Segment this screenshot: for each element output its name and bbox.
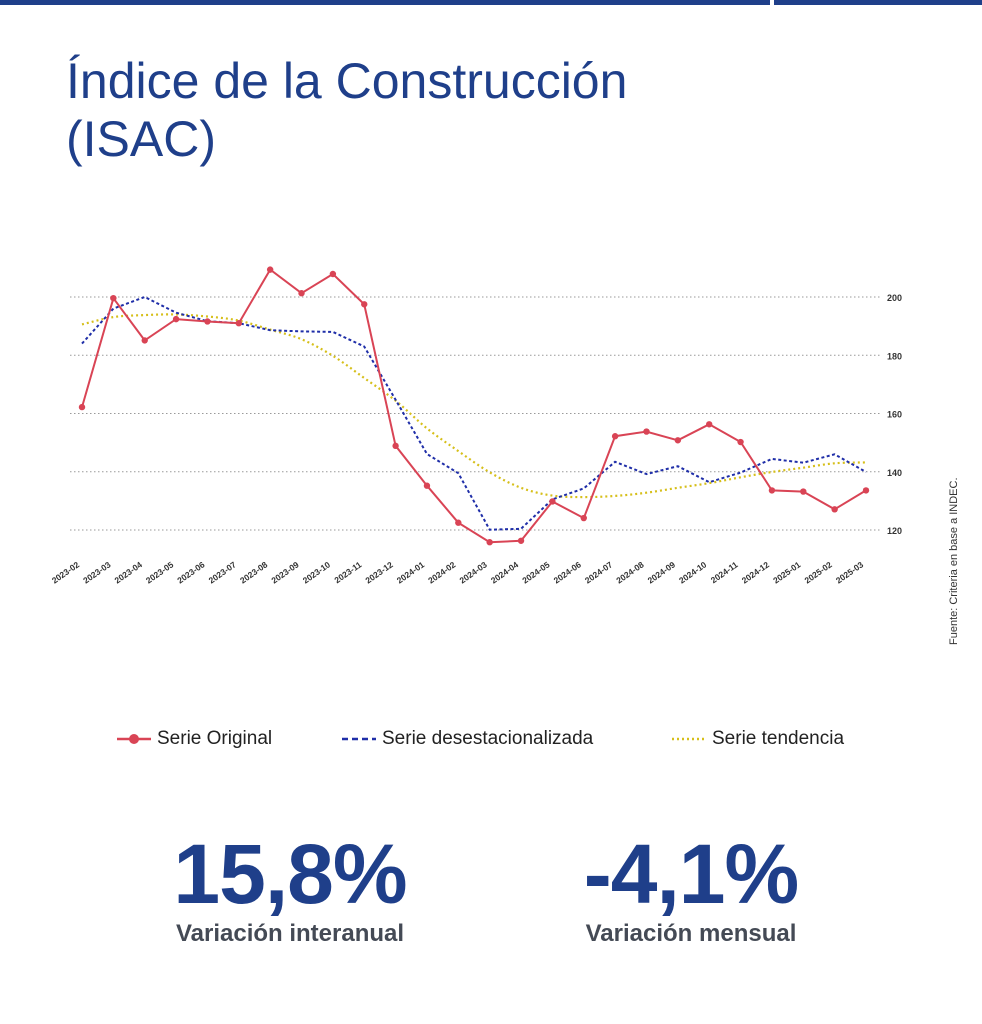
x-tick-label: 2025-01 (771, 559, 803, 585)
x-tick-label: 2024-03 (458, 559, 490, 585)
x-tick-label: 2024-08 (614, 559, 646, 585)
page-title-line2: (ISAC) (66, 111, 216, 167)
data-point-serie-original (361, 301, 368, 308)
data-point-serie-original (172, 315, 180, 323)
x-tick-label: 2024-05 (520, 559, 552, 585)
x-tick-label: 2023-07 (207, 559, 239, 585)
legend-item-serie-original: Serie Original (117, 728, 272, 750)
x-tick-label: 2024-04 (489, 559, 521, 585)
kpi-label: Variación interanual (175, 920, 405, 947)
x-tick-label: 2024-10 (677, 559, 709, 585)
data-point-serie-original (800, 488, 807, 495)
data-point-serie-original (235, 320, 242, 327)
data-point-serie-original (204, 318, 211, 325)
data-point-serie-original (831, 506, 838, 513)
x-tick-label: 2024-06 (552, 559, 584, 585)
x-tick-label: 2023-03 (81, 559, 113, 585)
kpi-value: 15,8% (173, 827, 407, 921)
data-point-serie-original (486, 539, 493, 546)
legend-dotted-line-icon (672, 737, 706, 741)
x-tick-label: 2023-11 (332, 559, 363, 585)
x-tick-label: 2023-05 (144, 559, 176, 585)
top-accent-bar (0, 0, 982, 5)
data-point-serie-original (329, 270, 337, 278)
kpi-variacion-interanual: 15,8% Variación interanual (140, 828, 440, 948)
x-tick-label: 2023-06 (175, 559, 207, 585)
x-tick-label: 2024-02 (426, 559, 458, 585)
y-tick-label: 160 (887, 410, 902, 420)
legend-dashed-line-icon (342, 737, 376, 741)
chart-legend: Serie Original Serie desestacionalizada … (0, 728, 982, 758)
source-note: Fuente: Criteria en base a INDEC. (948, 477, 960, 645)
x-tick-label: 2023-09 (269, 559, 301, 585)
data-point-serie-original (423, 482, 431, 489)
data-point-serie-original (706, 421, 713, 428)
x-tick-label: 2024-11 (709, 559, 740, 585)
x-tick-label: 2024-01 (395, 559, 427, 585)
data-point-serie-original (674, 437, 682, 444)
y-tick-label: 200 (887, 293, 902, 303)
x-tick-label: 2023-12 (363, 559, 395, 585)
legend-item-serie-desestacionalizada: Serie desestacionalizada (342, 728, 593, 750)
data-point-serie-original (78, 403, 86, 411)
legend-label-serie-original: Serie Original (157, 728, 273, 749)
data-point-serie-original (110, 294, 117, 302)
x-tick-label: 2024-09 (646, 559, 678, 585)
x-tick-label: 2024-12 (740, 559, 772, 585)
kpi-value: -4,1% (583, 827, 799, 921)
page-title: Índice de la Construcción (ISAC) (66, 52, 826, 168)
data-point-serie-original (141, 337, 148, 344)
data-point-serie-original (862, 487, 870, 494)
x-tick-label: 2024-07 (583, 559, 615, 585)
series-line-serie-desestacionalizada (81, 295, 867, 531)
data-point-serie-original (549, 498, 556, 505)
legend-line-dot-icon (117, 734, 151, 744)
data-point-serie-original (392, 442, 399, 450)
y-tick-label: 180 (887, 351, 902, 361)
data-point-serie-original (455, 519, 462, 526)
kpi-variacion-mensual: -4,1% Variación mensual (541, 828, 841, 948)
data-point-serie-original (768, 487, 776, 494)
x-tick-label: 2025-03 (834, 559, 866, 585)
data-point-serie-original (517, 537, 525, 544)
data-point-serie-original (643, 428, 650, 435)
x-tick-label: 2023-04 (113, 559, 145, 585)
legend-item-serie-tendencia: Serie tendencia (672, 728, 844, 750)
page-title-line1: Índice de la Construcción (66, 53, 628, 109)
y-tick-label: 120 (887, 526, 902, 536)
series-line-serie-tendencia (81, 313, 867, 499)
y-tick-label: 140 (887, 468, 902, 478)
data-point-serie-original (580, 514, 587, 522)
data-point-serie-original (611, 433, 619, 440)
data-point-serie-original (298, 290, 305, 297)
x-tick-label: 2023-10 (301, 559, 333, 585)
kpi-label: Variación mensual (585, 920, 797, 947)
legend-label-serie-desestacionalizada: Serie desestacionalizada (382, 728, 594, 749)
x-tick-label: 2023-02 (50, 559, 82, 585)
data-point-serie-original (266, 266, 274, 273)
legend-label-serie-tendencia: Serie tendencia (712, 728, 845, 749)
x-tick-label: 2023-08 (238, 559, 270, 585)
data-point-serie-original (737, 438, 744, 446)
series-line-serie-original (81, 268, 867, 544)
x-tick-label: 2025-02 (802, 559, 834, 585)
